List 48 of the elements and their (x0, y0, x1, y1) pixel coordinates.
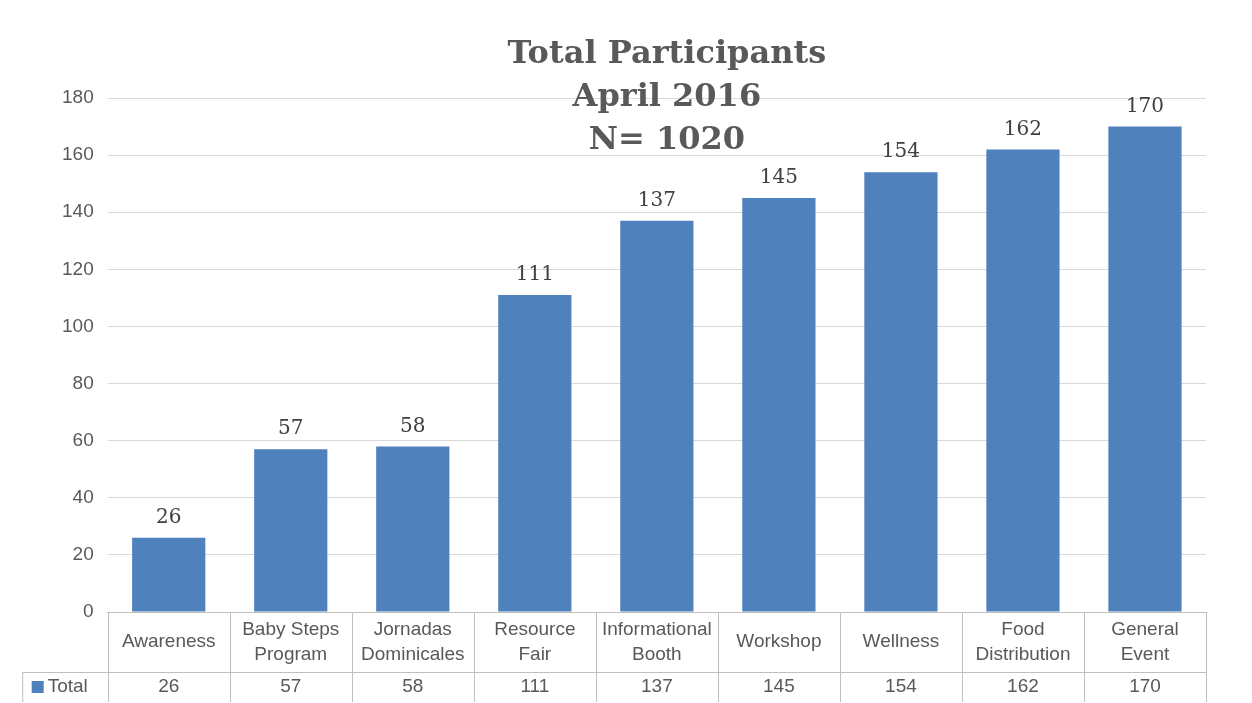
text: 57 (280, 675, 302, 697)
y-tick-label: 160 (62, 143, 94, 165)
x-tick-label: Jornadas Dominicales (361, 617, 465, 664)
bar (1108, 126, 1182, 612)
y-tick-label: 180 (62, 86, 94, 108)
bar (254, 449, 328, 612)
data-label: 57 (278, 415, 304, 440)
data-label: 145 (759, 164, 798, 189)
text: 137 (641, 675, 673, 697)
legend-label: Total (47, 675, 88, 697)
x-tick-label: Wellness (862, 630, 940, 652)
text: 154 (885, 675, 918, 697)
data-label: 162 (1003, 115, 1043, 140)
bar (132, 537, 206, 612)
y-tick-label: 140 (62, 200, 94, 222)
y-tick-label: 120 (62, 257, 94, 279)
data-label: 111 (515, 261, 554, 286)
y-tick-label: 40 (72, 486, 94, 508)
bar (742, 197, 816, 612)
x-tick-label: General Event (1111, 617, 1179, 664)
bar (498, 295, 572, 612)
bar (376, 446, 450, 612)
data-label: 26 (155, 503, 182, 528)
y-tick-label: 80 (72, 371, 94, 393)
text: 58 (402, 675, 424, 697)
data-label: 58 (400, 412, 426, 437)
data-label: 137 (637, 186, 676, 211)
text: 111 (520, 675, 550, 697)
data-label: 154 (881, 138, 921, 163)
x-tick-label: Informational Booth (601, 617, 712, 664)
text: 162 (1007, 675, 1039, 697)
text: 145 (763, 675, 795, 697)
y-tick-label: 20 (72, 543, 94, 565)
y-tick-label: 60 (72, 428, 94, 450)
data-label: 170 (1125, 92, 1165, 117)
chart-title: Total Participants April 2016 N= 1020 (507, 33, 827, 158)
y-tick-label: 100 (62, 314, 94, 336)
bar (864, 172, 938, 612)
bar (620, 220, 694, 612)
x-tick-label: Resource Fair (494, 617, 576, 664)
x-tick-label: Food Distribution (975, 617, 1071, 664)
text: 26 (158, 675, 180, 697)
x-tick-label: Workshop (736, 630, 822, 652)
x-tick-label: Awareness (121, 630, 216, 652)
x-tick-label: Baby Steps Program (242, 617, 340, 664)
bar (986, 149, 1060, 612)
text: 170 (1129, 675, 1161, 697)
y-tick-label: 0 (83, 600, 94, 622)
